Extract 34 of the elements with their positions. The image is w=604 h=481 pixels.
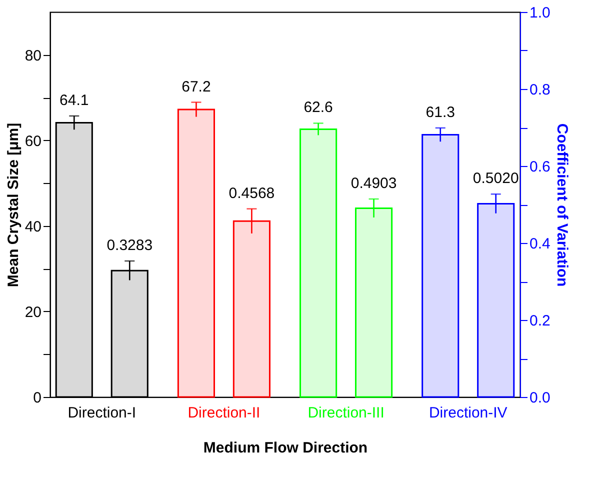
bar xyxy=(355,207,393,398)
y2-tick-label: 0.0 xyxy=(530,390,550,406)
y2-tick-label: 0.4 xyxy=(530,236,550,252)
y-tick-label: 0 xyxy=(33,390,42,406)
bar xyxy=(300,128,338,398)
y-tick-label: 80 xyxy=(24,47,42,64)
y-tick-label: 40 xyxy=(24,218,42,236)
x-axis-title: Medium Flow Direction xyxy=(203,440,368,456)
x-tick-label: Direction-III xyxy=(308,404,384,422)
data-label: 0.4568 xyxy=(228,184,275,202)
data-label: 0.4903 xyxy=(350,174,397,192)
y2-tick-label: 0.8 xyxy=(530,82,550,98)
y2-tick-label: 1.0 xyxy=(530,4,550,22)
bar xyxy=(177,108,215,398)
data-label: 64.1 xyxy=(60,92,89,109)
data-label: 61.3 xyxy=(426,104,455,121)
data-label: 62.6 xyxy=(304,99,333,116)
y-axis-title: Mean Crystal Size [μm] xyxy=(4,122,22,288)
bar xyxy=(55,122,93,398)
y2-tick-label: 0.2 xyxy=(530,312,550,330)
bar xyxy=(232,220,270,398)
data-label: 0.5020 xyxy=(472,170,519,188)
data-label: 0.3283 xyxy=(106,236,153,254)
y-tick-label: 20 xyxy=(24,304,42,321)
bar xyxy=(422,134,460,398)
bar xyxy=(477,202,515,398)
x-tick-label: Direction-I xyxy=(68,404,136,422)
y-tick-label: 60 xyxy=(24,132,42,150)
y2-tick-label: 0.6 xyxy=(530,158,550,176)
bar xyxy=(110,270,148,398)
data-label: 67.2 xyxy=(182,78,211,96)
y2-axis-title: Coefficient of Variation xyxy=(553,123,570,287)
x-tick-label: Direction-IV xyxy=(428,404,508,422)
x-tick-label: Direction-II xyxy=(188,404,260,422)
